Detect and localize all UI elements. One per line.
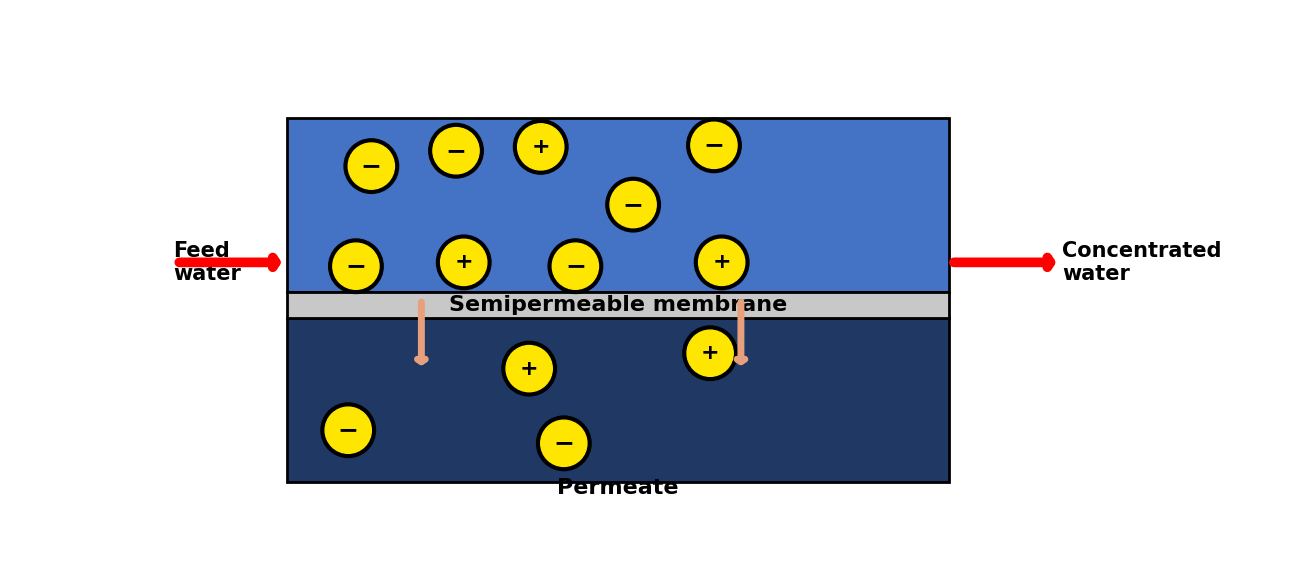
- Circle shape: [348, 143, 395, 189]
- Text: −: −: [345, 254, 366, 278]
- Circle shape: [518, 124, 564, 170]
- Circle shape: [344, 139, 399, 193]
- Circle shape: [429, 123, 483, 178]
- Circle shape: [333, 243, 379, 289]
- Circle shape: [606, 177, 660, 232]
- Circle shape: [552, 243, 598, 289]
- Text: +: +: [520, 359, 538, 379]
- Circle shape: [329, 239, 383, 293]
- Text: −: −: [554, 431, 575, 455]
- Circle shape: [325, 407, 371, 453]
- Bar: [286, 318, 949, 482]
- Bar: [286, 118, 949, 292]
- Circle shape: [548, 239, 602, 293]
- Text: +: +: [712, 252, 731, 272]
- Text: −: −: [703, 133, 724, 157]
- Circle shape: [687, 330, 733, 376]
- Circle shape: [441, 239, 487, 285]
- Circle shape: [506, 346, 552, 392]
- Circle shape: [691, 122, 737, 168]
- Circle shape: [537, 416, 592, 471]
- Text: −: −: [361, 154, 382, 178]
- Circle shape: [437, 235, 491, 289]
- Text: −: −: [565, 254, 586, 278]
- Circle shape: [682, 326, 737, 381]
- Text: +: +: [454, 252, 474, 272]
- Bar: [286, 292, 949, 318]
- Text: −: −: [446, 138, 467, 163]
- Text: Permeate: Permeate: [558, 478, 678, 498]
- Circle shape: [433, 128, 479, 174]
- Circle shape: [698, 239, 745, 285]
- Text: Concentrated
water: Concentrated water: [1061, 241, 1221, 284]
- Text: Semipermeable membrane: Semipermeable membrane: [449, 294, 787, 315]
- Text: Feed
water: Feed water: [173, 241, 241, 284]
- Circle shape: [502, 341, 556, 396]
- Circle shape: [541, 420, 586, 466]
- Text: +: +: [701, 343, 719, 363]
- Circle shape: [686, 118, 741, 173]
- Circle shape: [321, 403, 375, 458]
- Circle shape: [610, 181, 656, 227]
- Text: −: −: [337, 418, 358, 442]
- Circle shape: [694, 235, 749, 289]
- Text: −: −: [623, 193, 644, 217]
- Circle shape: [513, 119, 568, 174]
- Text: +: +: [531, 137, 550, 157]
